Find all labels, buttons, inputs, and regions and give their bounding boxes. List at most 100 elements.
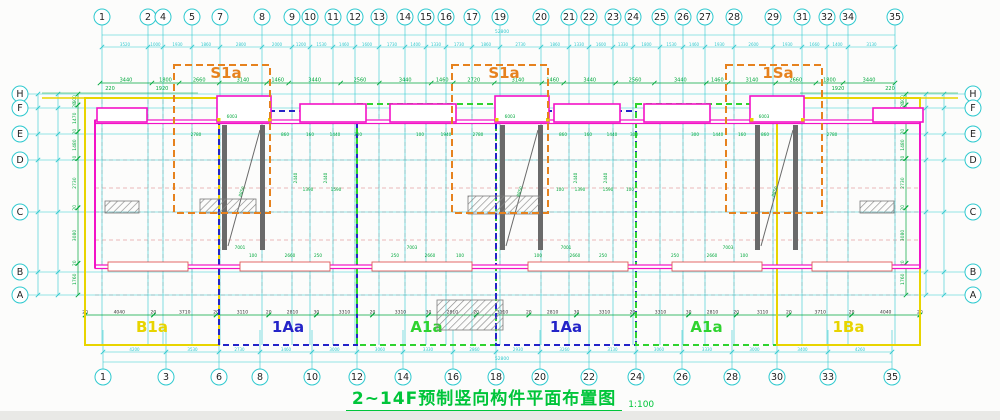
dim-text: 1460 (711, 78, 724, 84)
dim-text: 30 (574, 310, 580, 316)
dim-text: 20 (72, 155, 78, 161)
dim-tick (286, 80, 292, 86)
dim-text: 3310 (599, 310, 611, 316)
dim-tick (651, 80, 657, 86)
inner-dim: 7003 (407, 245, 418, 250)
dim-text: 20 (266, 310, 272, 316)
dim-tick (35, 91, 41, 97)
axis-bubble-label: 18 (490, 372, 502, 383)
axis-bubble (396, 8, 414, 26)
axis-bubble-label: D (16, 155, 23, 166)
axis-bubble-label: 28 (726, 372, 738, 383)
dim-text: 2000 (272, 42, 283, 47)
axis-bubble (764, 8, 782, 26)
dim-text: 20 (72, 260, 78, 266)
inner-dim: 2780 (473, 132, 484, 137)
axis-bubble-label: 34 (842, 12, 854, 23)
axis-bubble (417, 8, 435, 26)
axis-bubble-label: 28 (728, 12, 740, 23)
inner-dim: 6003 (227, 114, 238, 119)
axis-bubble-label: 35 (889, 12, 901, 23)
axis-bubble (883, 368, 901, 386)
dim-text: 1460 (546, 78, 559, 84)
dim-text: 3310 (655, 310, 667, 316)
inner-dim: 6003 (759, 114, 770, 119)
balcony-wall (107, 261, 189, 272)
dim-tick (941, 131, 947, 137)
dim-text: 20 (900, 260, 906, 266)
dim-text: 20 (786, 310, 792, 316)
axis-bubble-label: 15 (420, 12, 432, 23)
dim-tick (257, 349, 263, 355)
dim-tick (266, 312, 272, 318)
dim-tick (338, 80, 344, 86)
axis-bubble (94, 368, 112, 386)
dim-tick (469, 44, 475, 50)
dim-tick (145, 44, 151, 50)
axis-bubble (11, 263, 29, 281)
dim-tick (774, 349, 780, 355)
dim-text: 20 (900, 129, 906, 135)
dim-text: 4040 (880, 310, 892, 316)
dim-text: 2560 (354, 78, 367, 84)
dim-tick (586, 349, 592, 355)
shaft-hatch (199, 198, 257, 214)
axis-bubble-label: 22 (583, 372, 595, 383)
axis-bubble-label: A (970, 290, 977, 301)
dim-text: 3440 (863, 78, 876, 84)
dim-text: 20 (526, 310, 532, 316)
inner-dim: 860 (761, 132, 769, 137)
block-label: S1a (210, 64, 241, 82)
inner-dim: 860 (559, 132, 567, 137)
dim-tick (903, 129, 909, 135)
inner-dim: 100 (456, 253, 464, 258)
dim-tick (892, 44, 898, 50)
dim-text: 1930 (714, 42, 725, 47)
dim-text: 3460 (281, 347, 292, 352)
dim-tick (849, 312, 855, 318)
dim-text: 1400 (410, 42, 421, 47)
axis-bubble (444, 368, 462, 386)
dim-text: 220 (105, 86, 115, 92)
dim-text: 600 (900, 95, 906, 104)
dim-text: 4200 (129, 347, 140, 352)
dim-tick (574, 312, 580, 318)
dim-text: 2800 (236, 42, 247, 47)
inner-dim: 2660 (425, 253, 436, 258)
axis-bubble (674, 8, 692, 26)
dim-text: 20 (849, 310, 855, 316)
dim-tick (923, 157, 929, 163)
inner-dim: 100 (534, 253, 542, 258)
dim-text: 1400 (832, 42, 843, 47)
dim-text: 20 (370, 310, 376, 316)
dim-tick (825, 349, 831, 355)
dim-tick (770, 44, 776, 50)
axis-bubble (723, 368, 741, 386)
dim-tick (309, 349, 315, 355)
dim-text: 3080 (72, 230, 78, 242)
dim-tick (443, 44, 449, 50)
inner-dim: 1440 (713, 132, 724, 137)
axis-bubble-label: D (969, 155, 976, 166)
dim-tick (491, 80, 497, 86)
inner-dim: 2440 (323, 172, 328, 183)
dim-tick (376, 44, 382, 50)
dim-tick (35, 292, 41, 298)
axis-bubble (324, 8, 342, 26)
dim-tick (160, 44, 166, 50)
dim-tick (35, 131, 41, 137)
stair-wall (538, 125, 543, 250)
dim-tick (35, 157, 41, 163)
inner-dim: 1590 (603, 187, 614, 192)
dim-tick (55, 105, 61, 111)
dim-tick (307, 44, 313, 50)
dim-tick (941, 105, 947, 111)
axis-bubble-label: 16 (447, 372, 459, 383)
dim-text: 2730 (72, 177, 78, 189)
dim-text: 20 (900, 155, 906, 161)
dim-tick (538, 44, 544, 50)
dim-tick (941, 292, 947, 298)
axis-bubble-label: 1 (100, 372, 106, 383)
dim-text: 2730 (515, 42, 526, 47)
axis-bubble-label: F (970, 103, 975, 114)
